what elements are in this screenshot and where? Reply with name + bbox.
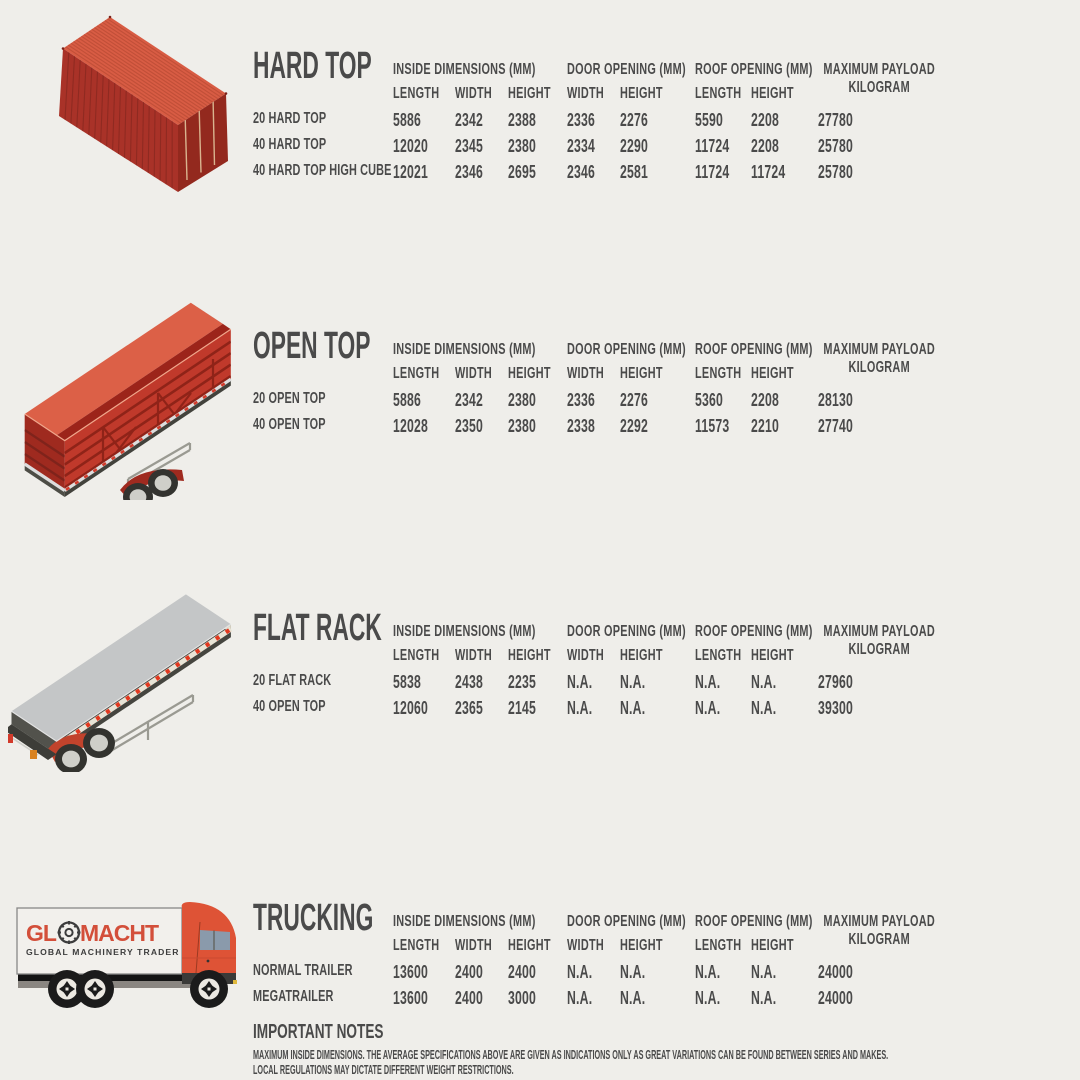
svg-text:GLOBAL MACHINERY TRADER: GLOBAL MACHINERY TRADER (26, 947, 180, 957)
svg-text:MACHT: MACHT (80, 920, 159, 946)
svg-text:GL: GL (26, 920, 57, 946)
